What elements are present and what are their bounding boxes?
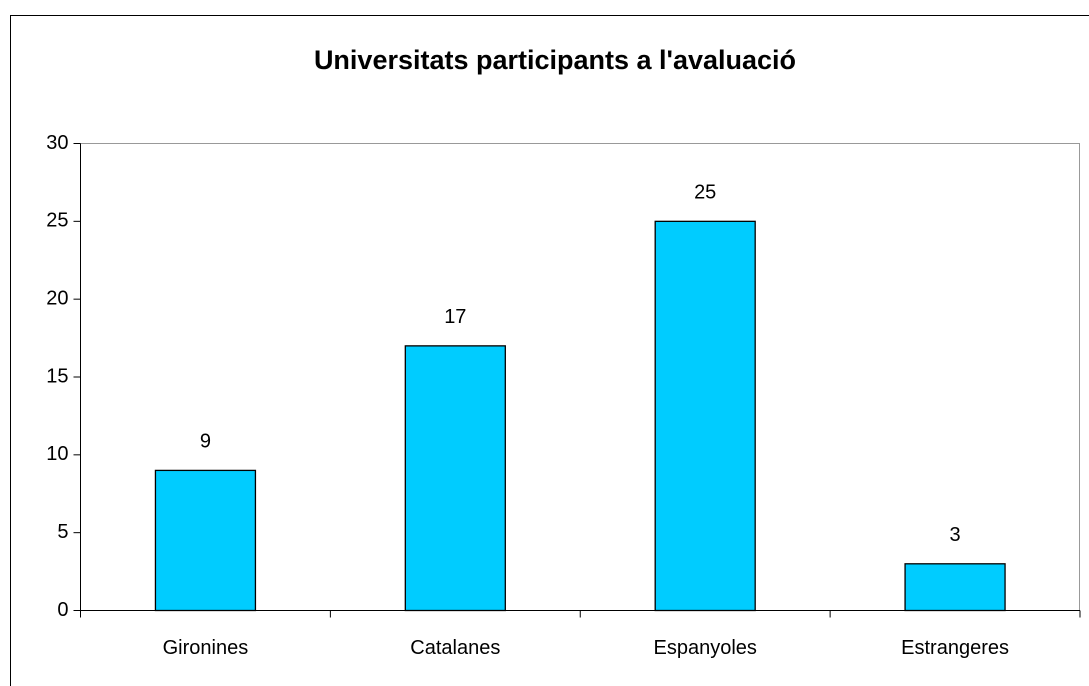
- chart-title: Universitats participants a l'avaluació: [314, 45, 796, 75]
- bar: [654, 220, 756, 612]
- data-label: 25: [694, 182, 716, 204]
- y-tick-label: 30: [46, 132, 68, 154]
- x-tick-label: Gironines: [163, 637, 249, 659]
- data-label: 9: [200, 431, 211, 453]
- x-tick-label: Catalanes: [410, 637, 500, 659]
- bar: [154, 469, 257, 612]
- y-tick-label: 25: [46, 210, 68, 232]
- data-label: 3: [950, 524, 961, 546]
- bar: [904, 563, 1006, 612]
- x-tick-label: Estrangeres: [901, 637, 1009, 659]
- y-tick-label: 20: [46, 287, 68, 309]
- y-tick-label: 0: [57, 599, 68, 621]
- y-tick-label: 5: [57, 521, 68, 543]
- bar: [404, 345, 506, 612]
- y-tick-label: 15: [46, 365, 68, 387]
- data-label: 17: [444, 306, 466, 328]
- x-tick-label: Espanyoles: [653, 637, 756, 659]
- y-tick-label: 10: [46, 443, 68, 465]
